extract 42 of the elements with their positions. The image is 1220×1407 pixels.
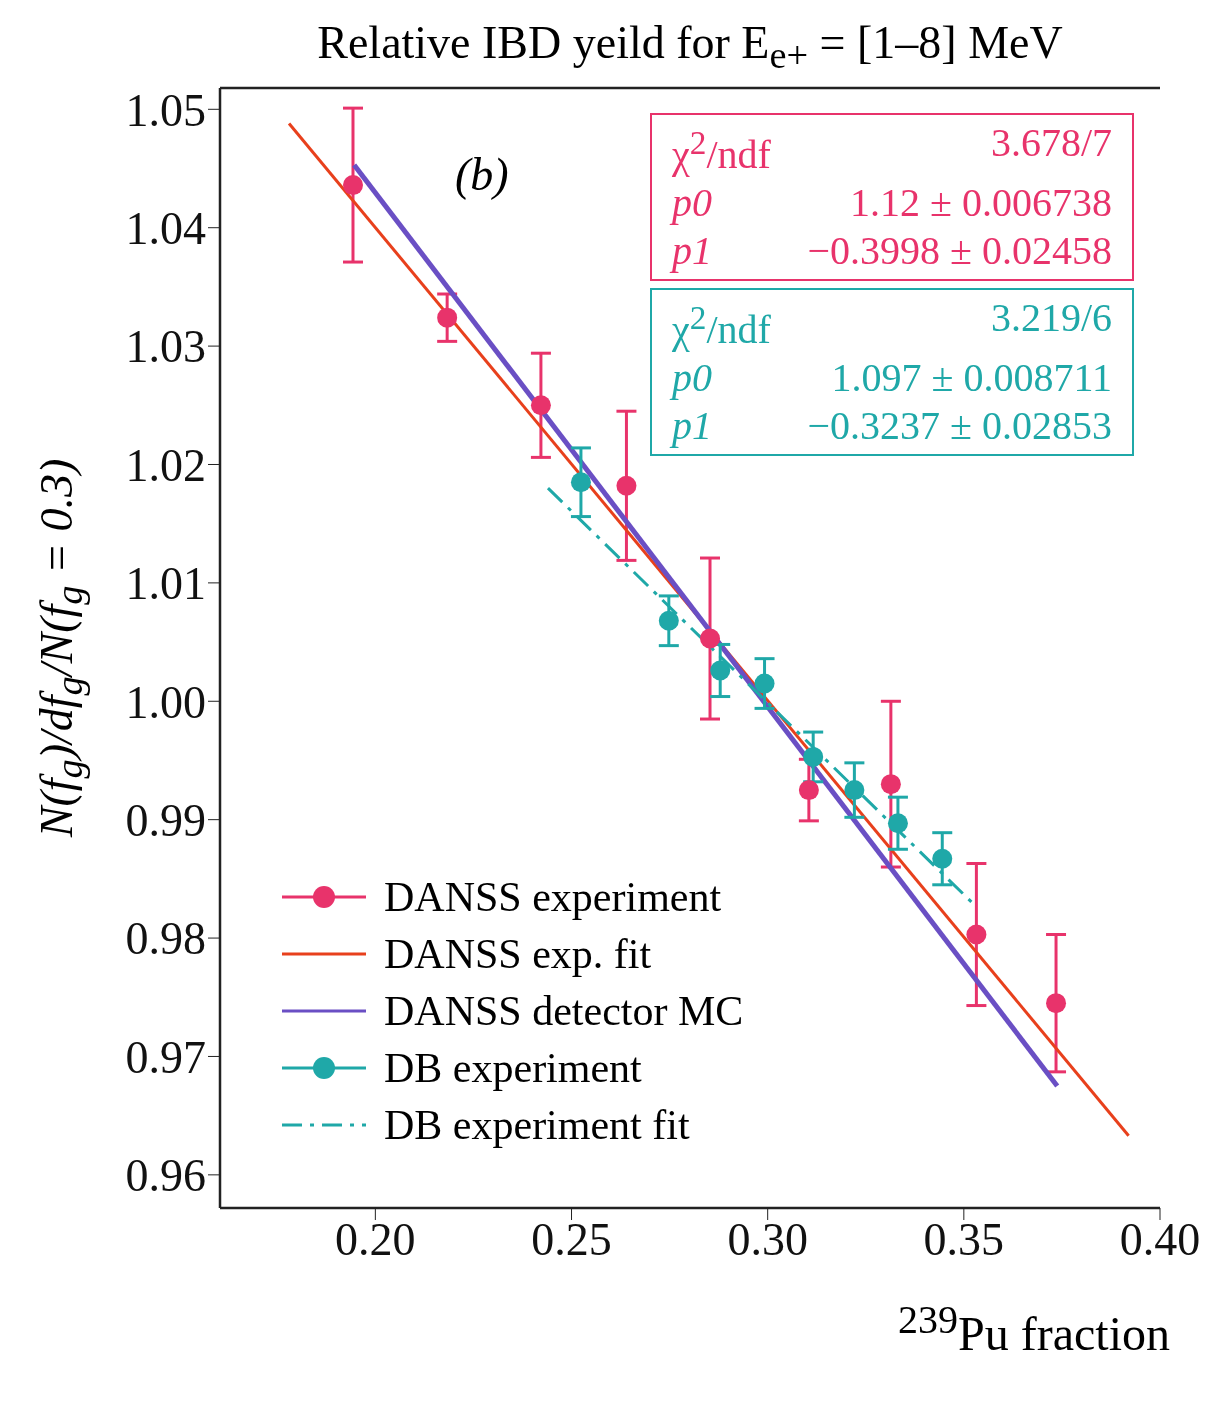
point	[658, 610, 679, 631]
legend-label: DB experiment fit	[384, 1100, 690, 1149]
y-tick-label: 1.03	[125, 321, 206, 373]
x-tick-label: 0.20	[335, 1213, 416, 1265]
point	[880, 774, 901, 795]
y-tick-label: 0.99	[125, 795, 206, 846]
x-tick-label: 0.40	[1119, 1213, 1201, 1265]
y-tick-label: 1.02	[125, 439, 206, 491]
legend-label: DB experiment	[384, 1043, 642, 1092]
y-tick-label: 0.98	[125, 913, 206, 965]
point	[616, 475, 637, 496]
y-tick-label: 0.96	[125, 1150, 206, 1202]
y-tick-label: 0.97	[125, 1031, 206, 1083]
x-tick-label: 0.30	[727, 1213, 808, 1265]
point	[437, 307, 458, 328]
point	[1046, 993, 1067, 1014]
point	[844, 780, 865, 801]
legend-label: DANSS experiment	[384, 872, 722, 921]
text: χ$^{2}$/ndf 3.219/6	[672, 295, 1112, 353]
point	[343, 175, 363, 196]
point	[710, 660, 731, 681]
legend-label: DANSS detector MC	[384, 986, 744, 1035]
y-tick-label: 1.00	[125, 676, 206, 728]
y-tick-label: 1.01	[125, 558, 206, 610]
x-axis-title: $^{239}$Pu fraction	[898, 1296, 1170, 1361]
y-tick-label: 1.05	[125, 84, 206, 136]
chart-title: Relative IBD yeild for E$_{e+}$ = [1–8] MeV	[316, 16, 1064, 78]
point	[932, 848, 953, 869]
text: χ$^{2}$/ndf 3.678/7	[672, 120, 1112, 178]
point	[700, 628, 721, 649]
point	[798, 780, 819, 801]
legend-label: DANSS exp. fit	[384, 929, 652, 978]
annotation: (b)	[455, 148, 509, 201]
point	[887, 813, 908, 834]
point	[530, 395, 551, 416]
point	[570, 472, 591, 493]
point	[966, 924, 987, 945]
point	[754, 673, 775, 694]
x-tick-label: 0.35	[923, 1213, 1005, 1265]
point	[803, 746, 824, 767]
x-tick-label: 0.25	[531, 1213, 612, 1265]
y-tick-label: 1.04	[125, 203, 206, 255]
